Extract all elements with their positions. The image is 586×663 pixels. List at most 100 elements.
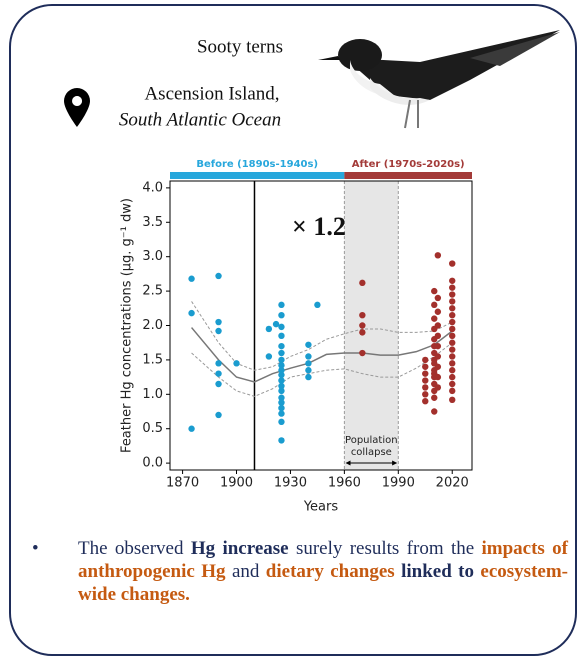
- data-point: [434, 373, 442, 381]
- data-point: [188, 309, 195, 317]
- data-point: [359, 279, 366, 287]
- data-point: [278, 371, 285, 379]
- note-segment: linked to: [394, 561, 481, 582]
- bullet: •: [32, 538, 39, 559]
- data-point: [278, 404, 285, 412]
- data-point: [278, 410, 285, 417]
- y-tick-label: 0.5: [142, 421, 163, 436]
- trend-line: [190, 327, 453, 383]
- data-point: [449, 318, 456, 326]
- data-point: [278, 394, 285, 401]
- note-segment: and: [225, 561, 266, 582]
- data-point: [449, 305, 456, 312]
- data-point: [278, 356, 285, 364]
- data-point: [215, 411, 222, 419]
- data-point: [434, 308, 442, 315]
- data-point: [434, 252, 442, 259]
- data-point: [359, 349, 366, 357]
- data-point: [359, 322, 366, 329]
- data-point: [434, 294, 442, 302]
- data-point: [278, 387, 285, 395]
- data-point: [449, 346, 456, 353]
- trend-lower: [191, 342, 453, 397]
- note-segment: surely results from the: [288, 538, 482, 559]
- data-point: [422, 397, 429, 405]
- data-point: [278, 332, 285, 340]
- data-point: [215, 327, 222, 335]
- data-point: [359, 311, 366, 319]
- x-axis-label: Years: [303, 500, 339, 515]
- y-tick-label: 3.0: [142, 249, 163, 264]
- data-point: [422, 370, 429, 377]
- y-tick-label: 1.5: [142, 352, 163, 367]
- data-point: [422, 384, 429, 391]
- data-point: [449, 373, 456, 381]
- shaded-region: [344, 181, 399, 470]
- y-tick-label: 2.0: [142, 318, 163, 333]
- data-point: [265, 325, 273, 333]
- note-segment: dietary changes: [265, 561, 395, 582]
- x-tick-label: 2020: [436, 476, 469, 491]
- data-point: [422, 363, 429, 370]
- x-tick-label: 1870: [166, 476, 199, 491]
- note-segment: impacts of anthropogenic Hg: [78, 538, 573, 582]
- y-tick-label: 4.0: [142, 180, 163, 195]
- data-point: [434, 384, 442, 391]
- data-point: [449, 260, 456, 267]
- data-point: [431, 315, 438, 322]
- x-tick-label: 1900: [220, 476, 253, 491]
- note-segment: Hg increase: [190, 538, 289, 559]
- data-point: [449, 284, 456, 291]
- data-point: [215, 370, 222, 377]
- data-point: [422, 377, 429, 384]
- data-point: [434, 353, 442, 360]
- x-tick-label: 1930: [274, 476, 307, 491]
- data-point: [422, 391, 429, 398]
- y-tick-label: 1.0: [142, 387, 163, 402]
- period-label: After (1970s-2020s): [352, 159, 465, 170]
- data-point: [449, 332, 456, 340]
- data-point: [305, 373, 312, 381]
- data-point: [449, 325, 456, 333]
- data-point: [449, 353, 456, 360]
- data-point: [265, 353, 273, 360]
- data-point: [434, 342, 442, 350]
- shaded-label: Population: [345, 435, 398, 446]
- data-point: [215, 272, 222, 280]
- data-point: [449, 339, 456, 346]
- bird-illustration: [318, 30, 560, 129]
- data-point: [431, 287, 438, 295]
- note-segment: The observed: [78, 538, 191, 559]
- data-point: [431, 301, 438, 309]
- data-point: [272, 320, 280, 328]
- shaded-label: collapse: [351, 447, 392, 458]
- data-point: [449, 291, 456, 298]
- data-point: [233, 360, 240, 367]
- data-point: [278, 311, 285, 319]
- data-point: [188, 425, 195, 432]
- region: South Atlantic Ocean: [119, 109, 281, 130]
- data-point: [449, 367, 456, 374]
- period-label: Before (1890s-1940s): [196, 159, 318, 170]
- data-point: [449, 277, 456, 284]
- y-axis-label: Feather Hg concentrations (µg. g⁻¹ dw): [120, 198, 135, 453]
- data-point: [215, 318, 222, 326]
- trend-upper: [191, 301, 453, 371]
- data-point: [434, 332, 442, 340]
- data-point: [431, 394, 438, 401]
- species: Sooty terns: [197, 36, 283, 57]
- data-point: [434, 322, 442, 329]
- data-point: [215, 380, 222, 388]
- period-bar: [344, 172, 472, 179]
- data-point: [359, 329, 366, 336]
- annotation: × 1.2: [292, 212, 346, 241]
- data-point: [278, 418, 285, 426]
- data-point: [305, 341, 312, 348]
- period-bar: [170, 172, 345, 179]
- data-point: [449, 387, 456, 395]
- location: Ascension Island,: [144, 83, 279, 104]
- data-point: [278, 377, 285, 384]
- data-point: [422, 356, 429, 364]
